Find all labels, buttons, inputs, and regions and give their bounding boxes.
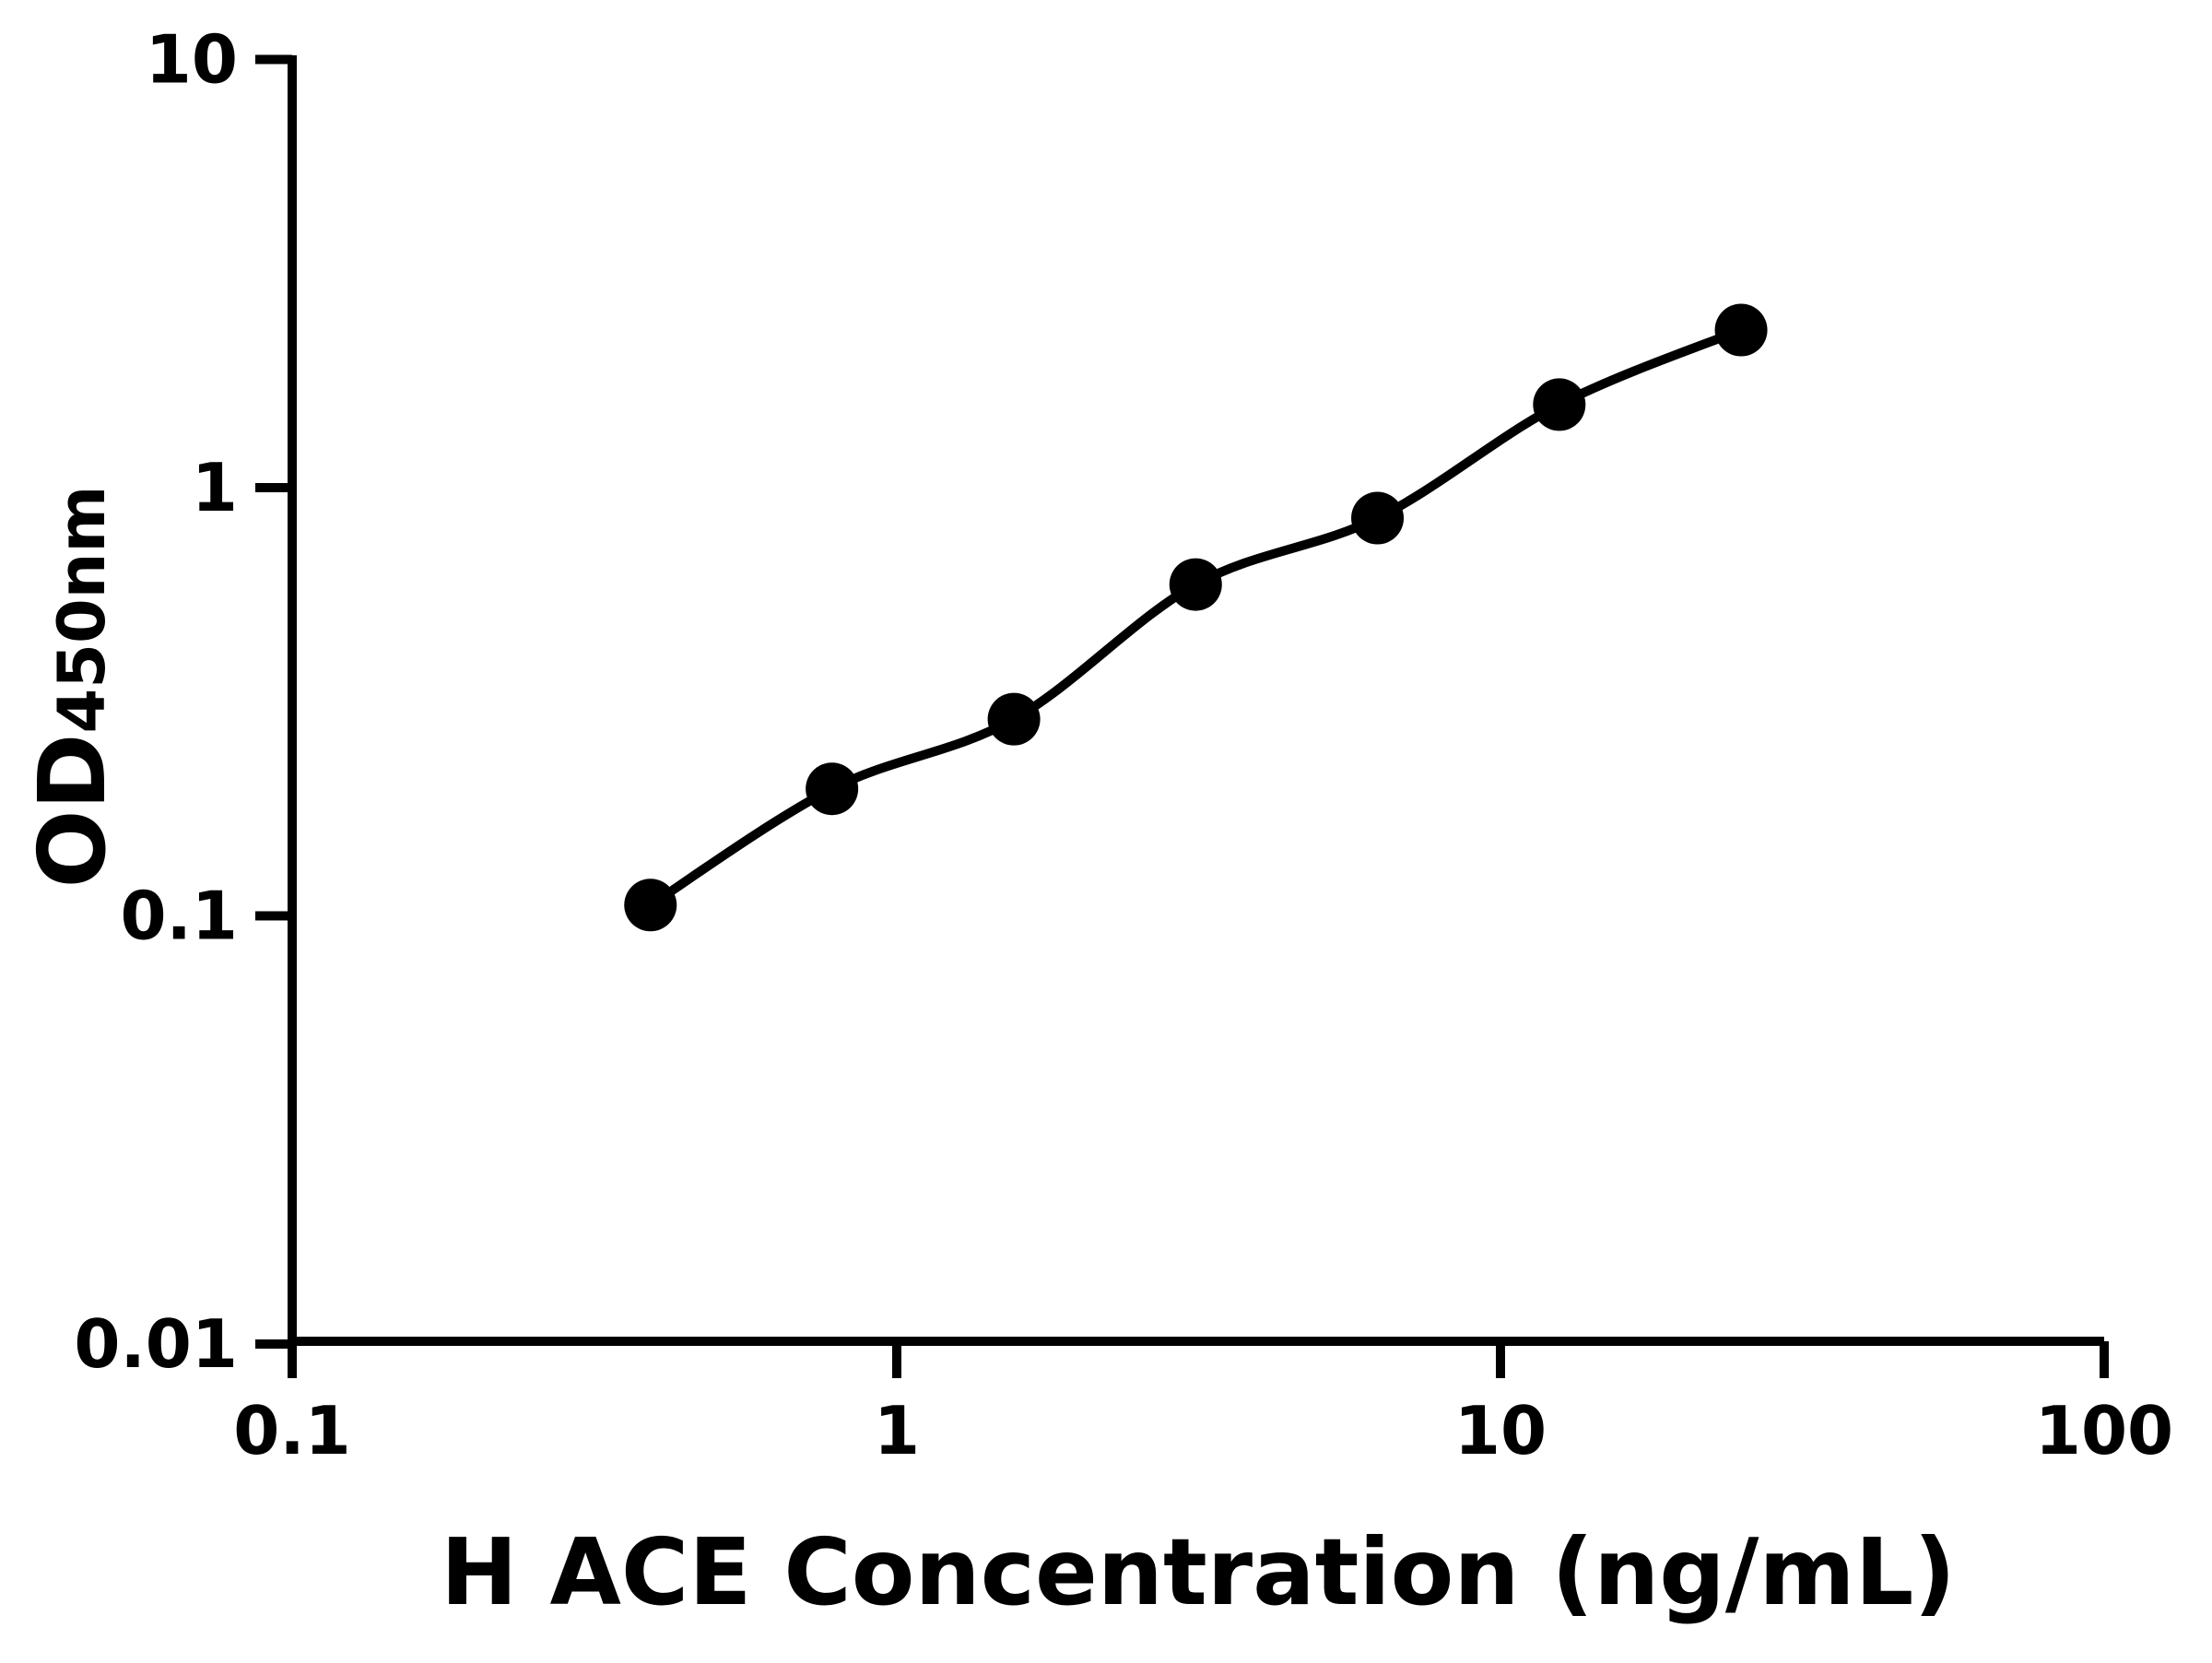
y-axis-tick-labels: 10 1 0.1 0.01 (74, 21, 238, 1384)
data-point (624, 879, 677, 932)
y-axis-ticks (255, 54, 292, 1349)
data-point (1169, 558, 1222, 611)
y-tick-label-10: 10 (146, 21, 238, 99)
x-axis-tick-labels: 0.1 1 10 100 (233, 1392, 2173, 1469)
y-tick-label-0.01: 0.01 (74, 1305, 238, 1383)
data-point (1714, 303, 1768, 357)
x-tick-label-1: 1 (874, 1392, 920, 1469)
data-series (624, 303, 1768, 932)
y-tick-label-0.1: 0.1 (120, 878, 238, 955)
x-axis-ticks (288, 1341, 2109, 1378)
x-tick-label-100: 100 (2035, 1392, 2173, 1469)
data-point (806, 762, 859, 816)
x-tick-label-10: 10 (1454, 1392, 1547, 1469)
x-tick-label-0.1: 0.1 (233, 1392, 351, 1469)
data-point (1351, 491, 1405, 545)
y-axis-title-subscript: 450nm (44, 486, 120, 734)
x-axis-title: H ACE Concentration (ng/mL) (441, 1518, 1956, 1626)
y-tick-label-1: 1 (192, 449, 238, 526)
y-axis-title-main: OD (18, 733, 126, 888)
data-point (987, 692, 1041, 746)
data-point (1533, 378, 1586, 431)
y-axis-title: OD450nm (18, 486, 126, 889)
